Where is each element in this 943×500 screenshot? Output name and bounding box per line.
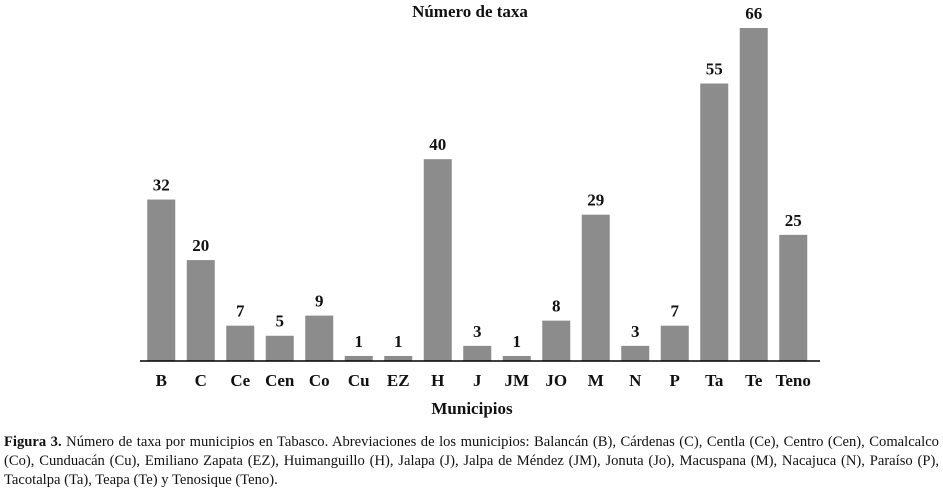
bar xyxy=(542,320,571,361)
x-axis-label: Municipios xyxy=(431,399,513,418)
data-label: 32 xyxy=(153,175,170,194)
data-label: 66 xyxy=(745,4,762,23)
bar xyxy=(186,260,215,361)
x-tick-label: Cu xyxy=(348,371,370,390)
x-tick-label: Teno xyxy=(776,371,811,390)
x-tick-label: EZ xyxy=(387,371,410,390)
data-label: 25 xyxy=(785,211,802,230)
bar xyxy=(265,335,294,361)
x-tick-label: JO xyxy=(545,371,567,390)
data-label: 7 xyxy=(671,302,680,321)
data-label: 7 xyxy=(236,302,245,321)
bar xyxy=(344,355,373,361)
bar xyxy=(779,234,808,361)
x-tick-label: M xyxy=(588,371,604,390)
caption-label: Figura 3. xyxy=(4,434,62,450)
bar xyxy=(700,83,729,361)
data-label: 1 xyxy=(513,332,522,351)
data-label: 20 xyxy=(192,236,209,255)
x-tick-label: J xyxy=(473,371,482,390)
caption: Figura 3. Número de taxa por municipios … xyxy=(4,433,939,490)
x-tick-label: Ta xyxy=(705,371,724,390)
bar xyxy=(660,325,689,361)
bar xyxy=(226,325,255,361)
bar xyxy=(621,345,650,361)
bar xyxy=(502,355,531,361)
data-label: 9 xyxy=(315,291,324,310)
bar xyxy=(305,315,334,361)
x-tick-label: Co xyxy=(309,371,330,390)
x-tick-label: JM xyxy=(504,371,529,390)
data-label: 29 xyxy=(587,191,604,210)
data-label: 3 xyxy=(631,322,640,341)
data-label: 40 xyxy=(429,135,446,154)
x-tick-label: C xyxy=(195,371,207,390)
data-label: 5 xyxy=(276,312,285,331)
bar xyxy=(147,199,176,361)
x-tick-label: Ce xyxy=(230,371,250,390)
data-label: 55 xyxy=(706,59,723,78)
caption-text: Número de taxa por municipios en Tabasco… xyxy=(4,434,939,488)
x-tick-label: B xyxy=(156,371,167,390)
bar xyxy=(463,345,492,361)
x-tick-label: Te xyxy=(745,371,763,390)
data-label: 1 xyxy=(355,332,364,351)
x-tick-label: Cen xyxy=(265,371,295,390)
bar xyxy=(423,159,452,361)
chart: Número de taxa Municipios 32 B 20 C 7 Ce 5 Cen 9… xyxy=(140,2,820,418)
bar xyxy=(581,214,610,361)
data-label: 1 xyxy=(394,332,403,351)
bar xyxy=(384,355,413,361)
chart-title: Número de taxa xyxy=(412,2,528,21)
x-tick-label: H xyxy=(431,371,444,390)
bar xyxy=(739,28,768,361)
data-label: 8 xyxy=(552,297,561,316)
x-tick-label: N xyxy=(629,371,642,390)
data-label: 3 xyxy=(473,322,482,341)
x-tick-label: P xyxy=(670,371,680,390)
